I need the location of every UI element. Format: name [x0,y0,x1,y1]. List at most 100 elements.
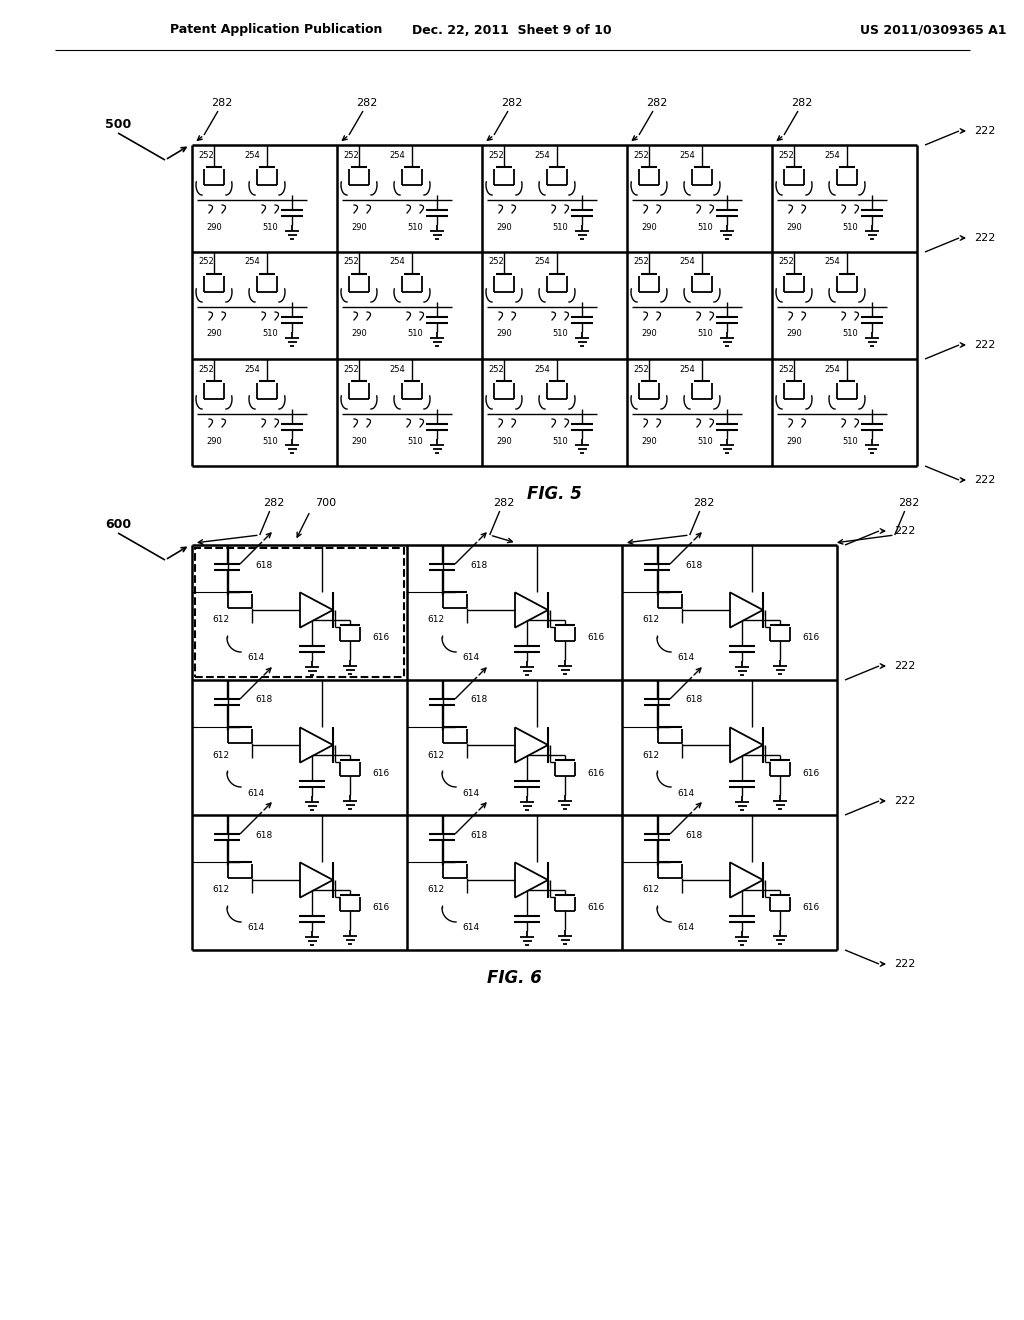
Text: 510: 510 [262,437,278,446]
Text: 282: 282 [493,498,514,508]
Text: 612: 612 [642,886,659,895]
Text: 254: 254 [389,150,404,160]
Text: 252: 252 [343,364,358,374]
Text: 254: 254 [535,257,550,267]
Text: 510: 510 [408,223,423,231]
Text: 510: 510 [552,223,568,231]
Text: Dec. 22, 2011  Sheet 9 of 10: Dec. 22, 2011 Sheet 9 of 10 [413,24,611,37]
Text: 282: 282 [693,498,715,508]
Text: 252: 252 [633,257,649,267]
Text: 290: 290 [206,437,222,446]
Text: 290: 290 [496,223,512,231]
Text: 510: 510 [697,437,713,446]
Text: 290: 290 [641,437,656,446]
Text: 252: 252 [488,364,504,374]
Text: 254: 254 [389,257,404,267]
Text: 612: 612 [427,751,444,759]
Text: 282: 282 [211,98,232,108]
Text: 510: 510 [842,330,858,338]
Text: 616: 616 [372,634,389,643]
Text: 254: 254 [244,364,260,374]
Text: 614: 614 [462,788,479,797]
Text: 510: 510 [262,330,278,338]
Text: 222: 222 [894,661,915,671]
Text: 510: 510 [262,223,278,231]
Text: 290: 290 [206,330,222,338]
Text: 254: 254 [824,364,840,374]
Text: 282: 282 [898,498,920,508]
Text: 616: 616 [587,634,604,643]
Text: 282: 282 [356,98,378,108]
Text: 616: 616 [802,634,819,643]
Text: 614: 614 [247,924,264,932]
Text: 222: 222 [974,125,995,136]
Text: 618: 618 [255,561,272,569]
Text: 510: 510 [697,223,713,231]
Text: 254: 254 [824,150,840,160]
Text: 290: 290 [641,330,656,338]
Text: 612: 612 [642,615,659,624]
Text: 618: 618 [685,696,702,705]
Text: 510: 510 [842,223,858,231]
Text: 510: 510 [408,437,423,446]
Text: 222: 222 [974,341,995,350]
Text: 222: 222 [894,525,915,536]
Text: 222: 222 [894,960,915,969]
Text: 282: 282 [502,98,522,108]
Text: 600: 600 [104,519,131,532]
Text: 252: 252 [343,257,358,267]
Text: 500: 500 [104,119,131,132]
Text: 510: 510 [842,437,858,446]
Text: 254: 254 [679,150,695,160]
Text: 616: 616 [372,903,389,912]
Text: 616: 616 [802,903,819,912]
Text: 614: 614 [677,653,694,663]
Text: 290: 290 [351,437,367,446]
Text: 252: 252 [198,150,214,160]
Text: 612: 612 [212,751,229,759]
Text: 616: 616 [802,768,819,777]
Text: 222: 222 [974,475,995,484]
Text: 510: 510 [697,330,713,338]
Text: 612: 612 [427,615,444,624]
Text: 618: 618 [470,696,487,705]
Text: 618: 618 [470,561,487,569]
Text: 222: 222 [894,796,915,807]
Text: 282: 282 [646,98,668,108]
Text: 254: 254 [535,150,550,160]
Text: 612: 612 [427,886,444,895]
Text: 614: 614 [677,924,694,932]
Text: 612: 612 [212,886,229,895]
Text: US 2011/0309365 A1: US 2011/0309365 A1 [860,24,1007,37]
Text: 282: 282 [792,98,813,108]
Text: 614: 614 [677,788,694,797]
Text: 290: 290 [351,223,367,231]
Text: 254: 254 [244,257,260,267]
Text: 618: 618 [685,561,702,569]
Text: 618: 618 [470,830,487,840]
Text: 614: 614 [462,924,479,932]
Text: 614: 614 [247,788,264,797]
Text: 252: 252 [778,257,794,267]
Text: 618: 618 [255,830,272,840]
Text: 252: 252 [633,150,649,160]
Text: 510: 510 [408,330,423,338]
Text: 254: 254 [535,364,550,374]
Text: 290: 290 [641,223,656,231]
Text: 222: 222 [974,234,995,243]
Text: 282: 282 [263,498,285,508]
Text: 612: 612 [642,751,659,759]
Text: 254: 254 [824,257,840,267]
Text: 290: 290 [496,437,512,446]
Text: 252: 252 [488,257,504,267]
Text: 614: 614 [462,653,479,663]
Text: 616: 616 [587,903,604,912]
Text: 700: 700 [314,498,336,508]
Text: 252: 252 [343,150,358,160]
Text: 254: 254 [389,364,404,374]
Text: 254: 254 [679,257,695,267]
Text: 618: 618 [685,830,702,840]
Text: 510: 510 [552,437,568,446]
Bar [195,548,404,677]
Text: 616: 616 [372,768,389,777]
